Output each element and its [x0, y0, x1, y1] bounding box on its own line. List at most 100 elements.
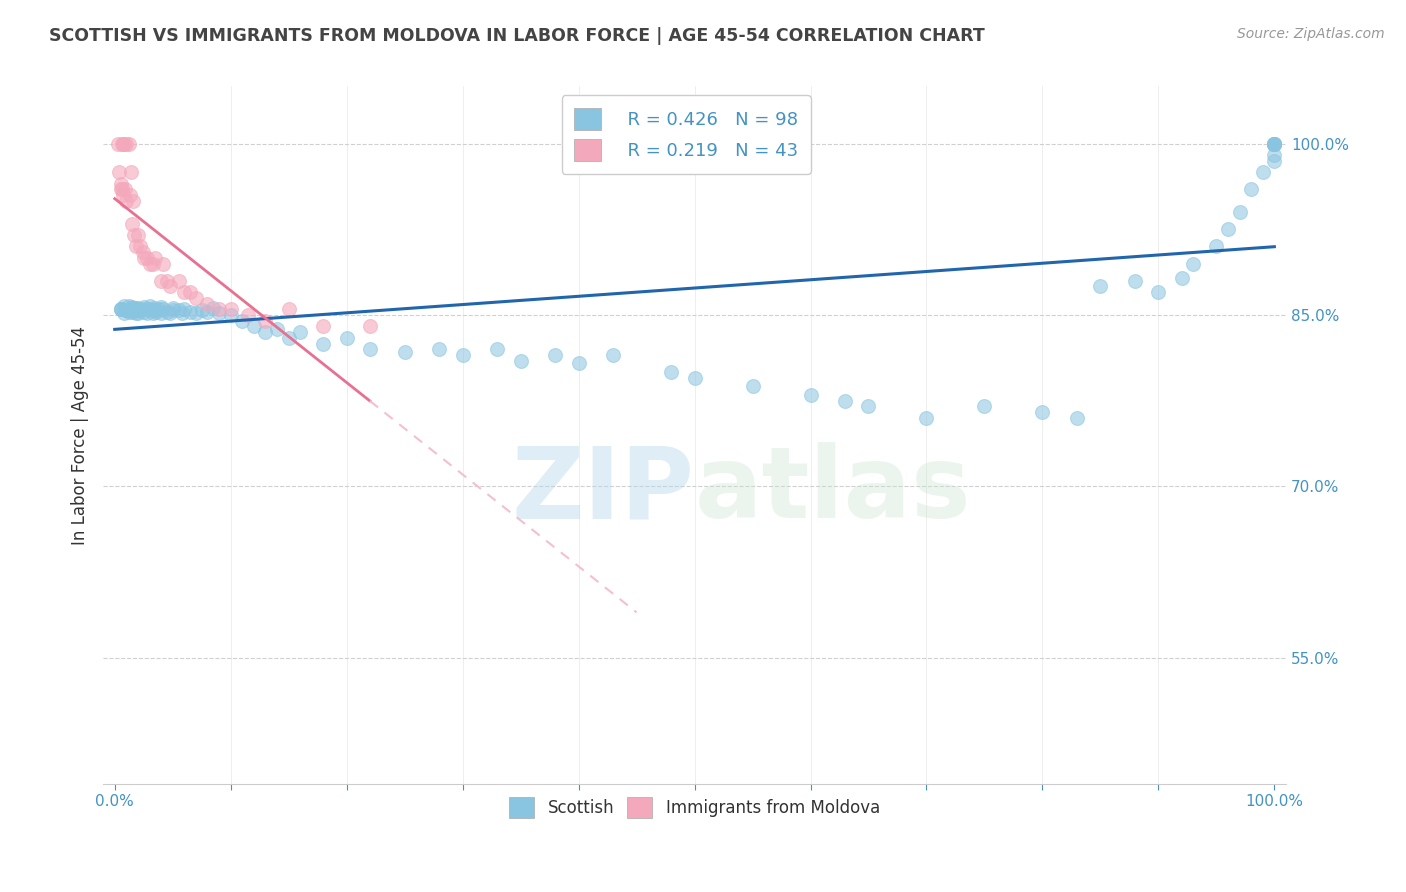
Y-axis label: In Labor Force | Age 45-54: In Labor Force | Age 45-54 [72, 326, 89, 544]
Point [110, 182, 132, 196]
Point [129, 303, 152, 318]
Point [135, 302, 157, 317]
Text: SCOTTISH VS IMMIGRANTS FROM MOLDOVA IN LABOR FORCE | AGE 45-54 CORRELATION CHART: SCOTTISH VS IMMIGRANTS FROM MOLDOVA IN L… [49, 27, 986, 45]
Point [568, 356, 591, 370]
Point [143, 303, 166, 318]
Point [152, 256, 174, 270]
Point [122, 194, 145, 208]
Point [148, 302, 170, 317]
Point [208, 302, 231, 317]
Point [162, 301, 184, 315]
Point [1263, 136, 1285, 151]
Point [1205, 239, 1227, 253]
Point [184, 291, 207, 305]
Point [117, 136, 139, 151]
Point [659, 365, 682, 379]
Point [156, 304, 179, 318]
Point [1031, 405, 1053, 419]
Point [143, 251, 166, 265]
Point [124, 239, 146, 253]
Point [138, 299, 160, 313]
Point [132, 251, 155, 265]
Point [1263, 136, 1285, 151]
Point [167, 303, 190, 318]
Text: ZIP: ZIP [512, 442, 695, 540]
Point [112, 136, 135, 151]
Point [486, 343, 509, 357]
Point [143, 301, 166, 315]
Point [111, 136, 134, 151]
Point [1182, 256, 1205, 270]
Point [858, 400, 880, 414]
Point [190, 303, 212, 318]
Point [1263, 136, 1285, 151]
Point [509, 353, 531, 368]
Point [236, 308, 259, 322]
Point [150, 306, 173, 320]
Point [121, 300, 143, 314]
Point [1147, 285, 1170, 300]
Point [107, 136, 129, 151]
Point [122, 302, 145, 317]
Point [131, 302, 153, 317]
Point [131, 245, 153, 260]
Point [290, 325, 312, 339]
Point [336, 331, 359, 345]
Point [117, 304, 139, 318]
Point [394, 344, 416, 359]
Point [683, 371, 706, 385]
Text: Source: ZipAtlas.com: Source: ZipAtlas.com [1237, 27, 1385, 41]
Point [1090, 279, 1112, 293]
Point [1263, 153, 1285, 168]
Point [167, 274, 190, 288]
Point [129, 239, 152, 253]
Point [121, 304, 143, 318]
Point [219, 308, 242, 322]
Point [834, 393, 856, 408]
Point [114, 182, 136, 196]
Point [173, 302, 195, 317]
Point [132, 300, 155, 314]
Point [138, 302, 160, 317]
Point [1229, 205, 1251, 219]
Point [150, 300, 173, 314]
Point [124, 301, 146, 315]
Point [110, 302, 132, 317]
Point [159, 306, 181, 320]
Point [170, 306, 193, 320]
Point [120, 165, 142, 179]
Point [1240, 182, 1263, 196]
Point [243, 319, 266, 334]
Point [231, 314, 253, 328]
Point [110, 302, 132, 317]
Point [915, 410, 938, 425]
Point [162, 303, 184, 318]
Text: atlas: atlas [695, 442, 972, 540]
Point [266, 322, 288, 336]
Point [184, 306, 207, 320]
Point [544, 348, 567, 362]
Point [1263, 136, 1285, 151]
Point [111, 182, 134, 196]
Point [179, 304, 201, 318]
Point [1251, 165, 1274, 179]
Point [112, 306, 135, 320]
Point [312, 319, 335, 334]
Point [1066, 410, 1088, 425]
Point [197, 304, 219, 318]
Point [112, 299, 135, 313]
Point [121, 217, 143, 231]
Point [124, 227, 146, 242]
Point [111, 136, 134, 151]
Point [127, 301, 149, 315]
Point [451, 348, 474, 362]
Point [156, 274, 179, 288]
Point [115, 303, 138, 318]
Point [110, 177, 132, 191]
Point [359, 343, 381, 357]
Point [152, 302, 174, 317]
Point [124, 306, 146, 320]
Point [159, 279, 181, 293]
Point [127, 303, 149, 318]
Point [120, 301, 142, 315]
